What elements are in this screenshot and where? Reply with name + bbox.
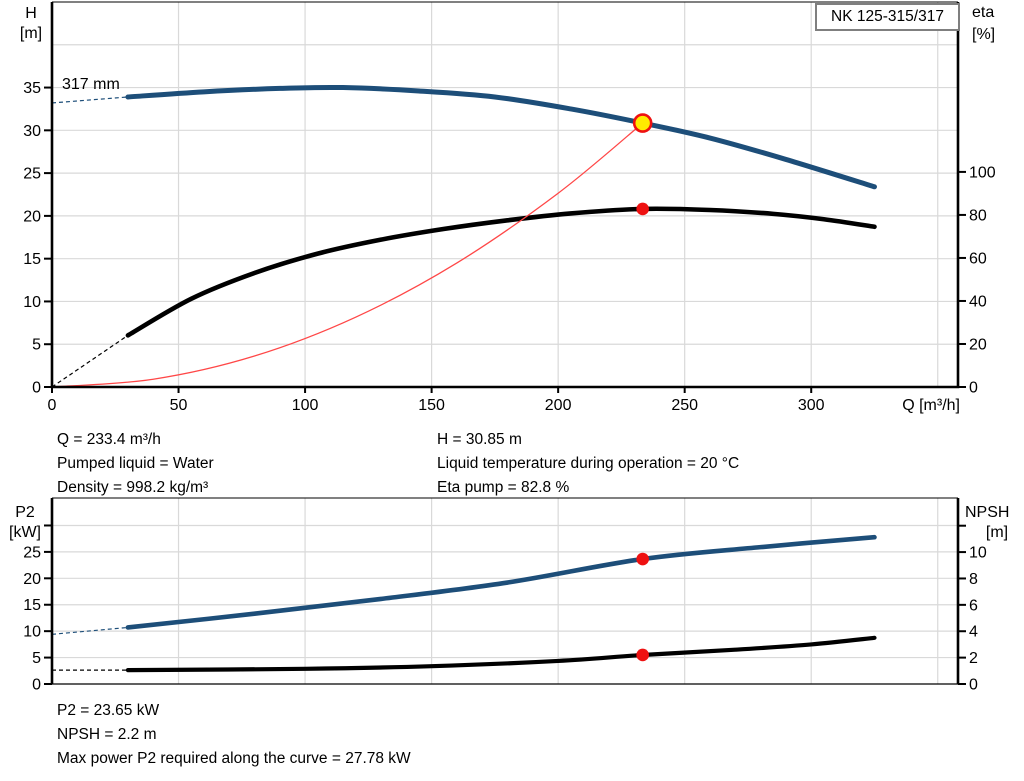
- system-curve: [51, 122, 644, 388]
- x-tick-label: 250: [671, 397, 698, 414]
- npsh-curve: [125, 635, 877, 673]
- p2-curve: [125, 534, 877, 630]
- info-npsh: NPSH = 2.2 m: [57, 726, 157, 743]
- y-left-tick-label: 5: [32, 650, 41, 667]
- y-left-axis-unit: [kW]: [9, 524, 41, 541]
- y-right-tick-label: 4: [969, 624, 978, 641]
- gridlines: [52, 498, 958, 684]
- x-tick-label: 0: [48, 397, 57, 414]
- y-left-tick-label: 10: [23, 624, 41, 641]
- duty-point[interactable]: [632, 113, 653, 133]
- y-left-tick-label: 5: [32, 337, 41, 354]
- x-tick-label: 150: [418, 397, 445, 414]
- y-left-tick-label: 0: [32, 677, 41, 694]
- y-left-tick-label: 10: [23, 294, 41, 311]
- efficiency-point: [636, 202, 649, 216]
- y-right-tick-label: 100: [969, 164, 996, 181]
- y-right-tick-label: 40: [969, 293, 987, 310]
- y-left-tick-label: 20: [23, 208, 41, 225]
- y-right-tick-label: 60: [969, 250, 987, 267]
- y-right-tick-label: 20: [969, 336, 987, 353]
- y-left-tick-label: 15: [23, 597, 41, 614]
- x-tick-label: 200: [545, 397, 572, 414]
- y-left-axis-unit: [m]: [20, 25, 42, 42]
- info-p2: P2 = 23.65 kW: [57, 702, 160, 719]
- power-info: P2 = 23.65 kW NPSH = 2.2 m Max power P2 …: [57, 699, 411, 771]
- info-max-power: Max power P2 required along the curve = …: [57, 750, 411, 767]
- efficiency-curve: [125, 206, 877, 338]
- y-left-tick-label: 15: [23, 251, 41, 268]
- info-liquid-temperature: Liquid temperature during operation = 20…: [437, 455, 740, 472]
- axes: [44, 2, 966, 393]
- gridlines: [52, 2, 958, 387]
- y-right-tick-label: 80: [969, 207, 987, 224]
- y-left-tick-label: 35: [23, 80, 41, 97]
- y-right-tick-label: 8: [969, 571, 978, 588]
- info-head: H = 30.85 m: [437, 431, 522, 448]
- x-axis-label: Q [m³/h]: [902, 397, 960, 414]
- y-right-axis-name: NPSH: [965, 504, 1009, 521]
- y-left-axis-name: H: [25, 5, 37, 22]
- chart-qh: 0 5 10 15 20 25 30 35 0 20 40 60 80 100 0 50 100 150 200 25…: [20, 1, 996, 414]
- y-right-axis-unit: [m]: [986, 524, 1008, 541]
- y-left-tick-label: 30: [23, 123, 41, 140]
- head-curve-lead: [51, 96, 128, 104]
- duty-info-right: H = 30.85 m Liquid temperature during op…: [437, 428, 739, 500]
- y-left-axis-name: P2: [15, 504, 35, 521]
- p2-point: [636, 552, 649, 566]
- pump-name: NK 125-315/317: [831, 8, 944, 25]
- efficiency-curve-lead: [51, 334, 129, 388]
- y-left-tick-label: 25: [23, 166, 41, 183]
- y-right-tick-label: 2: [969, 650, 978, 667]
- x-tick-label: 100: [292, 397, 319, 414]
- p2-curve-lead: [51, 626, 128, 635]
- y-right-tick-label: 0: [969, 677, 978, 694]
- y-right-tick-label: 0: [969, 380, 978, 397]
- info-eta-pump: Eta pump = 82.8 %: [437, 479, 570, 496]
- pump-name-box: NK 125-315/317: [815, 3, 960, 31]
- info-density: Density = 998.2 kg/m³: [57, 479, 209, 496]
- info-pumped-liquid: Pumped liquid = Water: [57, 455, 214, 472]
- npsh-point: [636, 648, 649, 662]
- chart-p2-npsh: 0 5 10 15 20 25 0 2 4 6 8 10 P2 [kW] NPSH [m]: [9, 497, 1009, 694]
- duty-info-left: Q = 233.4 m³/h Pumped liquid = Water Den…: [57, 428, 214, 500]
- x-tick-label: 50: [170, 397, 188, 414]
- impeller-diameter-label: 317 mm: [62, 76, 120, 93]
- y-right-axis-name: eta: [972, 4, 994, 21]
- y-right-tick-label: 10: [969, 545, 987, 562]
- y-left-tick-label: 20: [23, 571, 41, 588]
- info-flow: Q = 233.4 m³/h: [57, 431, 161, 448]
- axes: [44, 498, 966, 685]
- y-right-axis-unit: [%]: [972, 26, 995, 43]
- y-left-tick-label: 0: [32, 380, 41, 397]
- x-tick-label: 300: [798, 397, 825, 414]
- y-left-tick-label: 25: [23, 544, 41, 561]
- head-curve: [125, 84, 877, 190]
- y-right-tick-label: 6: [969, 597, 978, 614]
